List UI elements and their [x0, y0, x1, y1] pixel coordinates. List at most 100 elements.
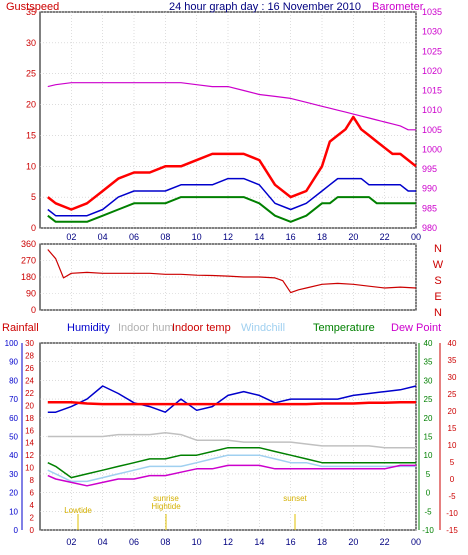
panel3-x-tick-label: 14 — [254, 537, 264, 547]
annotation-sunrise: sunrise — [153, 494, 179, 503]
barometer-y-tick-label: 990 — [422, 184, 437, 194]
barometer-y-tick-label: 980 — [422, 223, 437, 233]
legend-temperature: Temperature — [313, 322, 375, 334]
panel1-x-tick-label: 02 — [66, 232, 76, 242]
panel3-axis3-tick-label: 5 — [450, 458, 455, 467]
compass-tick-label: S — [434, 275, 441, 287]
panel3-axis3-tick-label: -5 — [448, 492, 456, 501]
direction-y-tick-label: 360 — [21, 239, 36, 249]
panel3-axis1-tick-label: 2 — [30, 514, 35, 523]
panel3-axis3-tick-label: 10 — [448, 441, 457, 450]
panel3-axis2-tick-label: 5 — [426, 470, 431, 479]
panel3-axis2-tick-label: 20 — [424, 414, 433, 423]
panel3-axis0-tick-label: 90 — [9, 358, 18, 367]
panel3-axis0-tick-label: 10 — [9, 507, 18, 516]
barometer-y-tick-label: 995 — [422, 164, 437, 174]
direction-y-tick-label: 180 — [21, 272, 36, 282]
panel1-x-tick-label: 12 — [223, 232, 233, 242]
direction-y-tick-label: 0 — [31, 305, 36, 315]
barometer-y-tick-label: 985 — [422, 203, 437, 213]
panel3-axis2-tick-label: 40 — [424, 339, 433, 348]
barometer-y-tick-label: 1035 — [422, 7, 442, 17]
panel3-axis2-tick-label: -10 — [422, 526, 434, 535]
temperature-series-line — [47, 446, 416, 479]
panel3-axis1-tick-label: 26 — [25, 364, 34, 373]
panel3-x-tick-label: 10 — [192, 537, 202, 547]
panel3-axis1-tick-label: 4 — [30, 501, 35, 510]
panel3-x-tick-label: 22 — [380, 537, 390, 547]
legend-gustspeed: Gustspeed — [6, 1, 59, 13]
panel1-x-tick-label: 16 — [286, 232, 296, 242]
indoor-temp-series-line — [47, 400, 416, 406]
panel3-x-tick-label: 20 — [348, 537, 358, 547]
panel3-x-tick-label: 16 — [286, 537, 296, 547]
panel3-axis0-tick-label: 0 — [14, 526, 19, 535]
panel3-axis0-tick-label: 50 — [9, 433, 18, 442]
panel1-x-tick-label: 06 — [129, 232, 139, 242]
panel3-axis0-tick-label: 60 — [9, 414, 18, 423]
compass-tick-label: W — [433, 259, 444, 271]
panel3-axis3-tick-label: 0 — [450, 475, 455, 484]
panel3-axis0-tick-label: 80 — [9, 376, 18, 385]
legend-indoor-hum: Indoor hum — [118, 322, 174, 334]
panel3-x-tick-label: 00 — [411, 537, 421, 547]
panel3-x-tick-label: 08 — [160, 537, 170, 547]
panel3-axis1-tick-label: 12 — [25, 451, 34, 460]
panel3-x-tick-label: 12 — [223, 537, 233, 547]
barometer-y-tick-label: 1000 — [422, 144, 442, 154]
panel3-axis2-tick-label: -5 — [424, 507, 432, 516]
panel3-axis1-tick-label: 8 — [30, 476, 35, 485]
direction-y-tick-label: 270 — [21, 256, 36, 266]
legend-barometer: Barometer — [372, 1, 424, 13]
panel3-axis1-tick-label: 28 — [25, 351, 34, 360]
panel3-axis1-tick-label: 10 — [25, 464, 34, 473]
panel3-axis1-tick-label: 16 — [25, 426, 34, 435]
gust-y-tick-label: 5 — [31, 192, 36, 202]
legend-indoor-temp: Indoor temp — [172, 322, 231, 334]
gust-y-tick-label: 15 — [26, 130, 36, 140]
indoor-hum-series-line — [47, 432, 416, 449]
compass-tick-label: N — [434, 243, 442, 255]
panel1-x-tick-label: 10 — [192, 232, 202, 242]
panel3-axis1-tick-label: 0 — [30, 526, 35, 535]
legend-dew-point: Dew Point — [391, 322, 441, 334]
compass-tick-label: N — [434, 307, 442, 319]
panel1-x-tick-label: 14 — [254, 232, 264, 242]
gust-y-tick-label: 30 — [26, 38, 36, 48]
panel3-x-tick-label: 04 — [98, 537, 108, 547]
panel1-x-tick-label: 04 — [98, 232, 108, 242]
dew-point-series-line — [47, 464, 416, 487]
panel1-x-tick-label: 00 — [411, 232, 421, 242]
panel3-axis3-tick-label: 40 — [448, 339, 457, 348]
avg-wind-series-line — [47, 177, 416, 217]
panel3-axis1-tick-label: 22 — [25, 389, 34, 398]
panel1-x-tick-label: 22 — [380, 232, 390, 242]
humidity-series-line — [47, 385, 417, 413]
barometer-y-tick-label: 1025 — [422, 46, 442, 56]
panel3-axis1-tick-label: 30 — [25, 339, 34, 348]
legend-windchill: Windchill — [241, 322, 285, 334]
direction-y-tick-label: 90 — [26, 289, 36, 299]
annotation-sunset: sunset — [283, 494, 307, 503]
gust-y-tick-label: 10 — [26, 161, 36, 171]
barometer-y-tick-label: 1005 — [422, 125, 442, 135]
panel3-axis2-tick-label: 0 — [426, 489, 431, 498]
panel3-axis3-tick-label: 15 — [448, 424, 457, 433]
panel3-axis0-tick-label: 100 — [5, 339, 19, 348]
panel3-x-tick-label: 02 — [66, 537, 76, 547]
wind-series-line — [47, 196, 416, 223]
panel3-axis2-tick-label: 35 — [424, 358, 433, 367]
legend-rainfall: Rainfall — [2, 322, 39, 334]
compass-tick-label: E — [434, 291, 441, 303]
panel1-x-tick-label: 18 — [317, 232, 327, 242]
panel3-axis3-tick-label: -10 — [446, 509, 458, 518]
panel3-x-tick-label: 06 — [129, 537, 139, 547]
panel3-axis1-tick-label: 20 — [25, 401, 34, 410]
annotation-lowtide: Lowtide — [64, 506, 92, 515]
panel3-axis3-tick-label: 30 — [448, 373, 457, 382]
panel3-axis1-tick-label: 6 — [30, 489, 35, 498]
panel3-axis0-tick-label: 30 — [9, 470, 18, 479]
panel3-axis3-tick-label: -15 — [446, 526, 458, 535]
